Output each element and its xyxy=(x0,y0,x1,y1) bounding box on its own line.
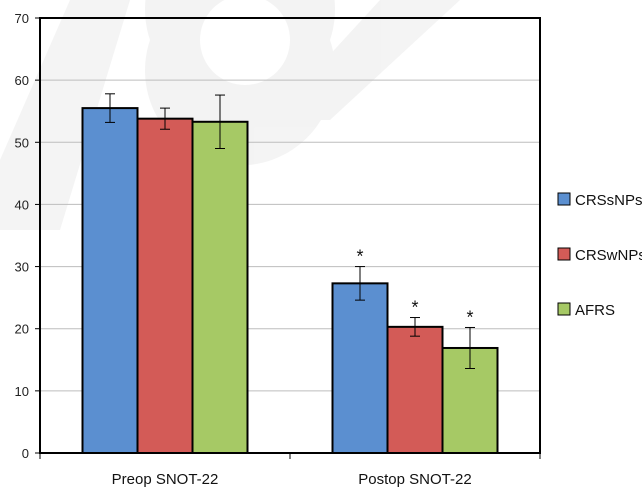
legend-label: CRSwNPs xyxy=(575,247,642,264)
y-tick-label: 70 xyxy=(15,11,29,26)
legend-swatch xyxy=(557,192,571,206)
bar xyxy=(191,120,249,455)
y-tick-label: 20 xyxy=(15,322,29,337)
significance-star: * xyxy=(466,307,473,327)
y-tick-label: 30 xyxy=(15,260,29,275)
legend-swatch xyxy=(557,302,571,316)
x-axis-labels: Preop SNOT-22 Postop SNOT-22 xyxy=(112,471,472,488)
bar xyxy=(331,282,389,454)
annotations-group: * * * xyxy=(356,247,473,328)
bar xyxy=(81,107,139,454)
error-bars-group xyxy=(105,93,475,369)
significance-star: * xyxy=(356,247,363,267)
x-tick-label: Preop SNOT-22 xyxy=(112,471,219,488)
y-tick-label: 50 xyxy=(15,135,29,150)
bars-group xyxy=(81,107,499,455)
y-tick-label: 40 xyxy=(15,197,29,212)
axes xyxy=(39,17,541,459)
x-tick-label: Postop SNOT-22 xyxy=(358,471,471,488)
y-tick-label: 0 xyxy=(22,446,29,461)
significance-star: * xyxy=(411,298,418,318)
legend-label: CRSsNPs xyxy=(575,192,642,209)
y-tick-label: 60 xyxy=(15,73,29,88)
y-axis-ticks: 0 10 20 30 40 50 60 70 xyxy=(15,11,40,461)
legend-swatch xyxy=(557,247,571,261)
y-tick-label: 10 xyxy=(15,384,29,399)
bar xyxy=(136,117,194,455)
legend: CRSsNPs CRSwNPs AFRS xyxy=(557,192,642,319)
bar xyxy=(386,325,444,455)
legend-label: AFRS xyxy=(575,302,615,319)
